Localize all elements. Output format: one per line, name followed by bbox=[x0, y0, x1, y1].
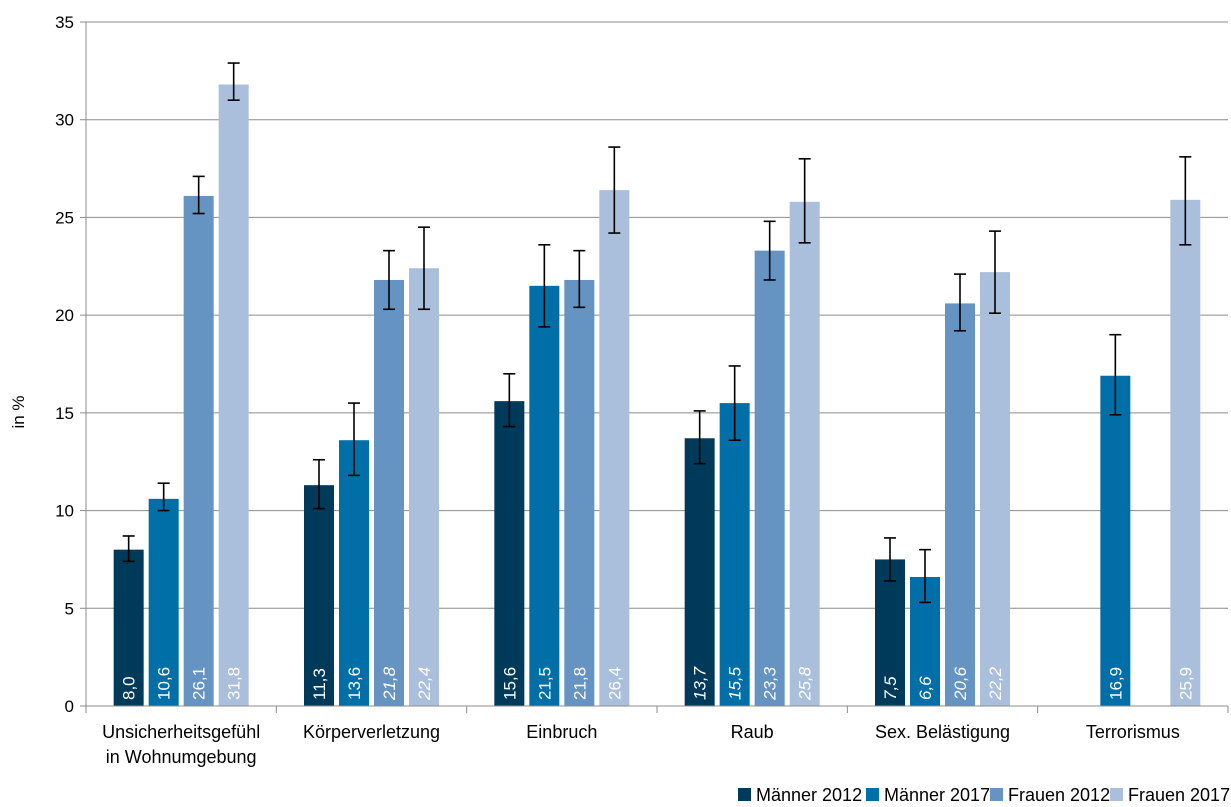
value-label: 26,1 bbox=[190, 667, 209, 700]
value-label: 23,3 bbox=[761, 666, 780, 701]
bar bbox=[374, 279, 404, 706]
bar bbox=[1170, 199, 1201, 706]
value-label: 20,6 bbox=[951, 666, 970, 701]
legend-label: Frauen 2012 bbox=[1008, 785, 1110, 805]
error-bars bbox=[122, 62, 1192, 604]
value-label: 7,5 bbox=[881, 676, 900, 700]
legend-item: Frauen 2012 bbox=[990, 785, 1110, 805]
x-category-label: Raub bbox=[731, 722, 774, 742]
y-tick-label: 25 bbox=[55, 208, 74, 227]
legend-item: Frauen 2017 bbox=[1110, 785, 1230, 805]
value-label: 6,6 bbox=[916, 676, 935, 700]
value-label: 31,8 bbox=[225, 667, 244, 700]
bar bbox=[148, 498, 179, 706]
legend-item: Männer 2017 bbox=[866, 785, 990, 805]
y-tick-label: 20 bbox=[55, 306, 74, 325]
bar bbox=[875, 559, 905, 706]
value-label: 22,2 bbox=[986, 666, 1005, 701]
x-category-label: Sex. Belästigung bbox=[875, 722, 1010, 742]
bar bbox=[529, 285, 560, 706]
value-labels: 8,0 11,3 15,6 13,7 7,5 10,6 13,6 21,5 15,5 6,6 16,… bbox=[120, 666, 1196, 701]
bar bbox=[218, 84, 249, 707]
legend-swatch bbox=[738, 788, 751, 801]
value-label: 21,8 bbox=[380, 666, 399, 701]
bar bbox=[304, 485, 334, 706]
value-label: 13,6 bbox=[345, 667, 364, 700]
value-label: 15,5 bbox=[726, 666, 745, 700]
bar bbox=[754, 250, 785, 706]
bar bbox=[494, 401, 525, 706]
value-label: 8,0 bbox=[120, 676, 139, 700]
bar bbox=[113, 549, 144, 706]
x-category-label: in Wohnumgebung bbox=[106, 747, 257, 767]
legend-swatch bbox=[1110, 788, 1123, 801]
value-label: 22,4 bbox=[415, 667, 434, 701]
bar bbox=[409, 268, 439, 706]
bar bbox=[339, 440, 369, 706]
gridlines bbox=[86, 21, 1228, 609]
value-label: 16,9 bbox=[1106, 667, 1125, 700]
y-tick-label: 10 bbox=[55, 502, 74, 521]
bar bbox=[1100, 375, 1131, 706]
value-label: 13,7 bbox=[691, 666, 710, 700]
bar bbox=[980, 272, 1010, 706]
value-label: 25,9 bbox=[1176, 667, 1195, 700]
legend-swatch bbox=[990, 788, 1003, 801]
y-tick-label: 35 bbox=[55, 13, 74, 32]
x-category-label: Unsicherheitsgefühl bbox=[102, 722, 260, 742]
y-tick-label: 15 bbox=[55, 404, 74, 423]
value-label: 21,8 bbox=[570, 667, 589, 700]
legend-swatch bbox=[866, 788, 879, 801]
y-tick-label: 30 bbox=[55, 111, 74, 130]
bar bbox=[719, 403, 750, 706]
legend-label: Männer 2012 bbox=[756, 785, 862, 805]
x-axis: Unsicherheitsgefühl in Wohnumgebung Körper… bbox=[85, 705, 1229, 767]
value-label: 15,6 bbox=[500, 667, 519, 700]
y-axis-label: in % bbox=[9, 395, 28, 428]
x-category-label: Terrorismus bbox=[1086, 722, 1180, 742]
bar bbox=[789, 201, 820, 706]
value-label: 25,8 bbox=[796, 666, 815, 701]
value-label: 11,3 bbox=[310, 668, 329, 700]
x-category-label: Körperverletzung bbox=[303, 722, 440, 742]
legend-item: Männer 2012 bbox=[738, 785, 862, 805]
legend: Männer 2012 Männer 2017 Frauen 2012 Frauen … bbox=[738, 785, 1230, 805]
y-axis: 0 5 10 15 20 25 30 35 bbox=[55, 13, 87, 716]
x-category-label: Einbruch bbox=[526, 722, 597, 742]
bar bbox=[564, 279, 595, 706]
bars bbox=[113, 84, 1201, 707]
value-label: 26,4 bbox=[605, 667, 624, 700]
value-label: 10,6 bbox=[155, 667, 174, 700]
bar bbox=[183, 195, 214, 706]
legend-label: Frauen 2017 bbox=[1128, 785, 1230, 805]
bar bbox=[684, 438, 715, 706]
legend-label: Männer 2017 bbox=[884, 785, 990, 805]
value-label: 21,5 bbox=[535, 667, 554, 700]
bar bbox=[945, 303, 975, 706]
y-tick-label: 5 bbox=[65, 599, 74, 618]
y-tick-label: 0 bbox=[65, 697, 74, 716]
bar bbox=[599, 190, 630, 706]
